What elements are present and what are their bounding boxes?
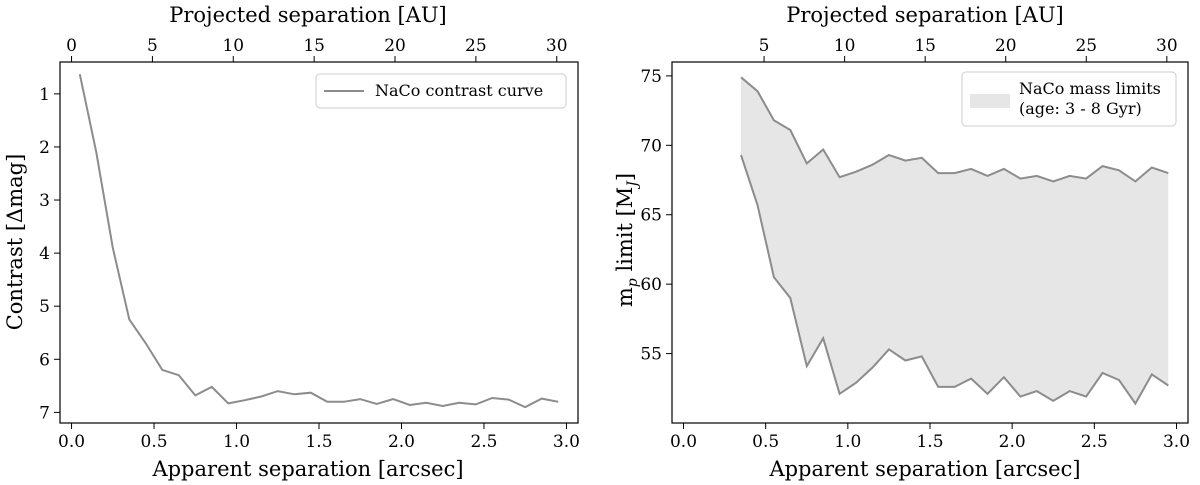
right-y-axis-label: mp limit [MJ] xyxy=(613,173,641,307)
left-top-axis-label: Projected separation [AU] xyxy=(169,3,446,27)
right-y-label-sub-p: p xyxy=(625,278,641,287)
right-ytick-label: 60 xyxy=(640,275,662,295)
right-ytick-label: 75 xyxy=(640,67,662,87)
left-xtick-label: 3.0 xyxy=(553,432,580,452)
right-top-tick-label: 30 xyxy=(1156,36,1178,56)
left-ytick-label: 7 xyxy=(39,403,50,423)
left-axes-frame xyxy=(59,61,579,424)
right-ytick-label: 55 xyxy=(640,345,662,365)
right-xtick-label: 1.5 xyxy=(916,432,943,452)
right-xtick-label: 2.0 xyxy=(999,432,1026,452)
left-xtick-label: 0.0 xyxy=(58,432,85,452)
chart-marks: 0.0 0.5 1.0 1.5 2.0 2.5 3.0 0 5 10 15 20 25 30 1 2 3 4 5 6 7… xyxy=(39,36,1190,452)
right-lower-limit-line xyxy=(740,154,1169,406)
right-xtick-label: 2.5 xyxy=(1081,432,1108,452)
right-top-tick-label: 15 xyxy=(914,36,936,56)
right-legend-label-1: NaCo mass limits xyxy=(1019,79,1161,98)
right-xtick-label: 0.5 xyxy=(752,432,779,452)
left-top-tick-label: 5 xyxy=(147,36,158,56)
right-ytick-label: 70 xyxy=(640,136,662,156)
right-panel: Projected separation [AU] Apparent separ… xyxy=(613,3,1081,481)
left-y-axis-label: Contrast [Δmag] xyxy=(3,154,27,331)
right-top-tick-label: 10 xyxy=(834,36,856,56)
right-xtick-label: 1.0 xyxy=(834,432,861,452)
left-ytick-label: 4 xyxy=(39,244,50,264)
left-xtick-label: 1.0 xyxy=(223,432,250,452)
left-xtick-label: 2.5 xyxy=(470,432,497,452)
left-xtick-label: 0.5 xyxy=(141,432,168,452)
right-xtick-label: 3.0 xyxy=(1163,432,1190,452)
left-panel: Projected separation [AU] Apparent separ… xyxy=(3,3,464,481)
left-top-tick-label: 10 xyxy=(222,36,244,56)
left-xtick-label: 1.5 xyxy=(305,432,332,452)
right-y-label-rest: limit [M xyxy=(613,187,637,279)
right-top-tick-label: 20 xyxy=(995,36,1017,56)
right-mass-fill xyxy=(741,77,1169,404)
right-x-axis-label: Apparent separation [arcsec] xyxy=(768,457,1080,481)
right-y-label-sub-j: J xyxy=(625,180,641,190)
right-xtick-label: 0.0 xyxy=(670,432,697,452)
right-legend-fill-key xyxy=(970,94,1010,108)
left-ytick-label: 2 xyxy=(39,138,50,158)
right-top-tick-label: 5 xyxy=(759,36,770,56)
right-top-axis-label: Projected separation [AU] xyxy=(786,3,1063,27)
left-top-tick-label: 20 xyxy=(384,36,406,56)
left-top-tick-label: 25 xyxy=(465,36,487,56)
left-ytick-label: 3 xyxy=(39,191,50,211)
right-legend-box xyxy=(961,71,1177,127)
left-xtick-label: 2.0 xyxy=(388,432,415,452)
left-legend-label: NaCo contrast curve xyxy=(375,81,543,100)
right-y-label-end: ] xyxy=(613,173,637,181)
left-ytick-label: 5 xyxy=(39,297,50,317)
left-legend-box xyxy=(315,73,567,109)
left-ytick-label: 6 xyxy=(39,350,50,370)
right-upper-limit-line xyxy=(740,76,1169,183)
left-x-axis-label: Apparent separation [arcsec] xyxy=(151,457,463,481)
left-ytick-label: 1 xyxy=(39,85,50,105)
left-top-tick-label: 15 xyxy=(303,36,325,56)
left-top-tick-label: 30 xyxy=(546,36,568,56)
left-top-tick-label: 0 xyxy=(66,36,77,56)
right-ytick-label: 65 xyxy=(640,206,662,226)
left-series-line-0 xyxy=(78,73,559,409)
right-top-tick-label: 25 xyxy=(1075,36,1097,56)
right-y-label-m: m xyxy=(613,287,637,307)
right-legend-label-2: (age: 3 - 8 Gyr) xyxy=(1019,99,1142,118)
